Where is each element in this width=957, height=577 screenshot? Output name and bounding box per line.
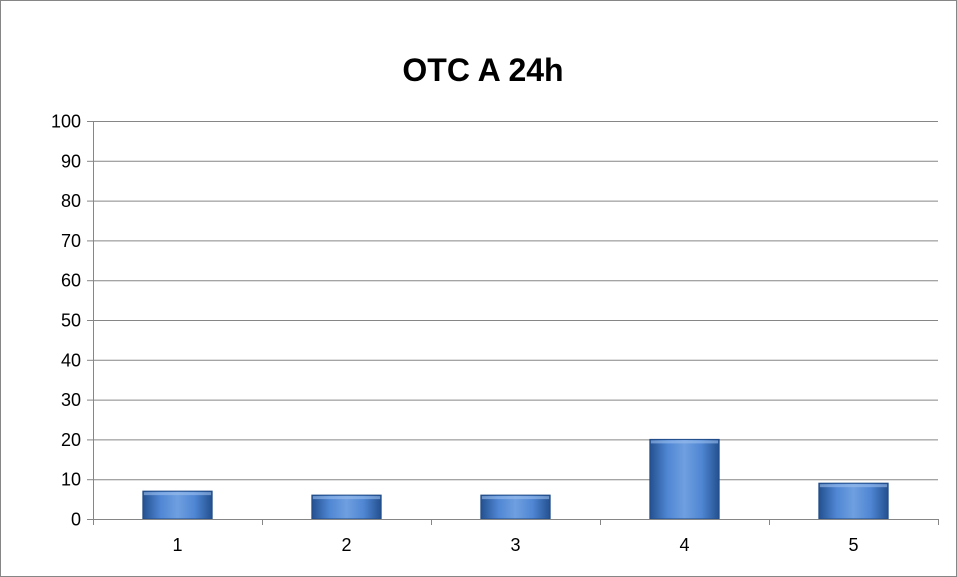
y-tick-label-60: 60 <box>61 271 81 291</box>
y-tick-label-80: 80 <box>61 191 81 211</box>
gridlines <box>93 121 938 481</box>
bars <box>142 438 889 520</box>
x-tick-label-5: 5 <box>848 535 858 555</box>
y-tick-label-100: 100 <box>51 112 81 132</box>
bar-highlight-4 <box>650 440 719 444</box>
y-tick-label-20: 20 <box>61 430 81 450</box>
y-tick-label-30: 30 <box>61 390 81 410</box>
y-tick-label-90: 90 <box>61 151 81 171</box>
y-tick-label-50: 50 <box>61 311 81 331</box>
x-tick-label-1: 1 <box>172 535 182 555</box>
y-tick-label-40: 40 <box>61 350 81 370</box>
bar-1 <box>142 490 213 520</box>
bar-highlight-2 <box>312 496 381 500</box>
bar-highlight-3 <box>481 496 550 500</box>
chart-title: OTC A 24h <box>402 52 563 88</box>
y-tick-label-70: 70 <box>61 231 81 251</box>
bar-5 <box>818 482 889 520</box>
axes <box>87 121 939 525</box>
bar-highlight-1 <box>143 492 212 496</box>
x-tick-label-3: 3 <box>510 535 520 555</box>
bar-4 <box>649 438 720 520</box>
y-tick-label-0: 0 <box>71 510 81 530</box>
x-tick-label-2: 2 <box>341 535 351 555</box>
y-axis-tick-labels: 0 10 20 30 40 50 60 70 80 90 100 <box>51 112 81 530</box>
x-tick-label-4: 4 <box>679 535 689 555</box>
bar-highlight-5 <box>819 484 888 488</box>
x-axis-tick-labels: 1 2 3 4 5 <box>172 535 858 555</box>
y-tick-label-10: 10 <box>61 470 81 490</box>
